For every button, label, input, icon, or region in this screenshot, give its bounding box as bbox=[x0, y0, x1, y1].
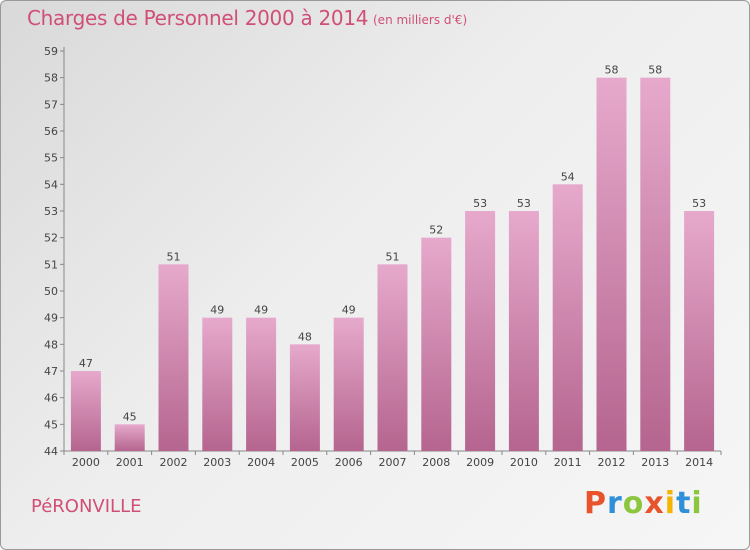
y-tick-label: 49 bbox=[44, 312, 58, 325]
logo-letter: P bbox=[584, 486, 607, 521]
y-tick-label: 57 bbox=[44, 98, 58, 111]
commune-name: PéRONVILLE bbox=[31, 496, 142, 517]
logo-letter: i bbox=[691, 486, 703, 521]
logo-letter: o bbox=[622, 486, 645, 521]
x-tick-label: 2008 bbox=[422, 456, 450, 469]
chart-unit: (en milliers d'€) bbox=[373, 13, 468, 27]
bar bbox=[508, 211, 539, 451]
x-tick-label: 2000 bbox=[72, 456, 100, 469]
x-tick-label: 2003 bbox=[203, 456, 231, 469]
bar bbox=[640, 77, 671, 452]
x-tick-label: 2004 bbox=[247, 456, 275, 469]
bar bbox=[114, 424, 145, 451]
bar bbox=[377, 264, 408, 451]
x-tick-label: 2002 bbox=[160, 456, 188, 469]
bar bbox=[465, 211, 496, 451]
bar bbox=[158, 264, 189, 451]
bar bbox=[70, 371, 101, 451]
y-tick-label: 54 bbox=[44, 178, 58, 191]
data-label: 51 bbox=[167, 250, 181, 263]
y-tick-label: 45 bbox=[44, 418, 58, 431]
y-tick-label: 48 bbox=[44, 338, 58, 351]
data-label: 51 bbox=[386, 250, 400, 263]
y-tick-label: 51 bbox=[44, 258, 58, 271]
x-tick-label: 2001 bbox=[116, 456, 144, 469]
logo-letter: t bbox=[676, 486, 692, 521]
bar bbox=[202, 317, 233, 451]
logo-letter: r bbox=[607, 486, 623, 521]
bar bbox=[246, 317, 277, 451]
bar bbox=[289, 344, 320, 451]
y-tick-label: 59 bbox=[44, 45, 58, 58]
y-tick-label: 52 bbox=[44, 232, 58, 245]
x-tick-label: 2013 bbox=[641, 456, 669, 469]
data-label: 58 bbox=[605, 64, 619, 77]
data-label: 54 bbox=[561, 170, 575, 183]
logo-letter: i bbox=[664, 486, 677, 521]
data-label: 53 bbox=[517, 197, 531, 210]
data-label: 58 bbox=[648, 64, 662, 77]
bar bbox=[333, 317, 364, 451]
y-tick-label: 50 bbox=[44, 285, 58, 298]
logo-letter: x bbox=[644, 486, 665, 521]
x-tick-label: 2007 bbox=[379, 456, 407, 469]
y-tick-label: 44 bbox=[44, 445, 58, 458]
data-label: 52 bbox=[429, 224, 443, 237]
y-tick-label: 53 bbox=[44, 205, 58, 218]
y-tick-label: 55 bbox=[44, 152, 58, 165]
y-tick-label: 47 bbox=[44, 365, 58, 378]
y-tick-label: 58 bbox=[44, 72, 58, 85]
bar bbox=[684, 211, 715, 451]
y-tick-label: 46 bbox=[44, 392, 58, 405]
proxiti-logo: Proxiti bbox=[584, 486, 703, 521]
x-tick-label: 2009 bbox=[466, 456, 494, 469]
x-tick-label: 2012 bbox=[598, 456, 626, 469]
x-tick-label: 2014 bbox=[685, 456, 713, 469]
chart-title: Charges de Personnel 2000 à 2014 bbox=[27, 6, 369, 30]
data-label: 49 bbox=[342, 304, 356, 317]
x-tick-label: 2011 bbox=[554, 456, 582, 469]
data-label: 53 bbox=[692, 197, 706, 210]
data-label: 53 bbox=[473, 197, 487, 210]
bar bbox=[596, 77, 627, 452]
data-label: 49 bbox=[254, 304, 268, 317]
data-label: 48 bbox=[298, 330, 312, 343]
x-tick-label: 2006 bbox=[335, 456, 363, 469]
x-tick-label: 2005 bbox=[291, 456, 319, 469]
data-label: 45 bbox=[123, 410, 137, 423]
x-tick-label: 2010 bbox=[510, 456, 538, 469]
data-label: 47 bbox=[79, 357, 93, 370]
y-tick-label: 56 bbox=[44, 125, 58, 138]
data-label: 49 bbox=[210, 304, 224, 317]
bar bbox=[552, 184, 583, 452]
bar bbox=[421, 237, 452, 451]
